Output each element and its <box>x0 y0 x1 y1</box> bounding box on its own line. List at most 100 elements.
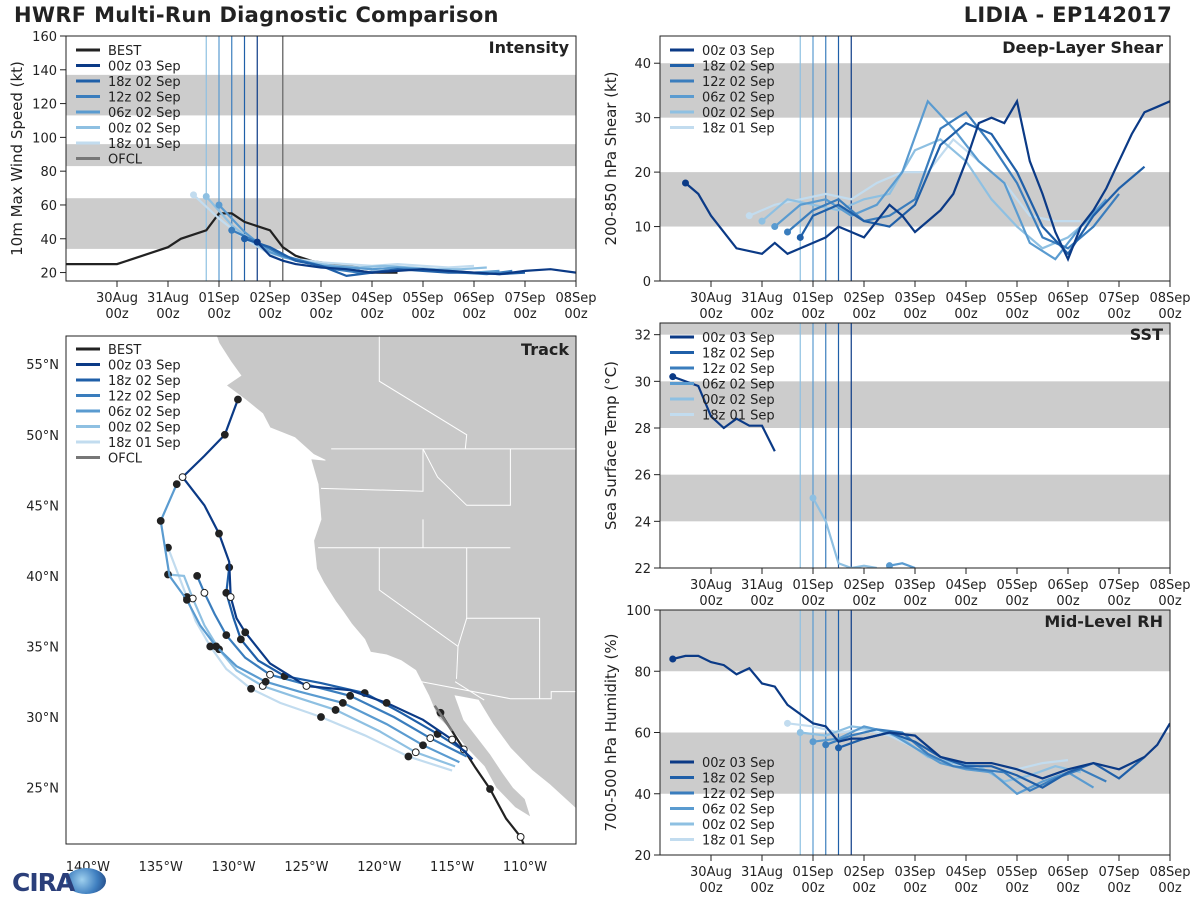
panel-sst: 22242628303230Aug00z31Aug00z01Sep00z02Se… <box>602 322 1191 609</box>
ofcl-track-line <box>433 704 454 732</box>
series-start-point <box>784 719 791 727</box>
cira-logo: CIRA <box>6 868 106 897</box>
x-tick-hour-label: 00z <box>105 307 129 322</box>
shading-band <box>660 610 1170 672</box>
track-point <box>261 677 270 686</box>
x-tick-hour-label: 00z <box>954 594 978 609</box>
x-tick-label: 30Aug <box>96 291 138 306</box>
x-tick-hour-label: 00z <box>207 307 231 322</box>
y-tick-label: 40 <box>634 788 651 803</box>
y-axis-label: 200-850 hPa Shear (kt) <box>602 72 620 246</box>
plot-area <box>660 36 1170 281</box>
shading-band <box>66 144 576 167</box>
y-tick-label: 24 <box>634 515 651 530</box>
legend-label: 12z 02 Sep <box>702 75 775 90</box>
x-tick-label: 01Sep <box>792 291 833 306</box>
track-point <box>172 480 181 489</box>
lat-tick-label: 35°N <box>26 640 59 655</box>
series-start-point <box>253 238 261 246</box>
track-point <box>178 473 187 482</box>
x-tick-hour-label: 00z <box>411 307 435 322</box>
x-tick-hour-label: 00z <box>699 307 723 322</box>
track-point <box>212 642 220 651</box>
track-point <box>226 593 235 601</box>
y-axis-label: 10m Max Wind Speed (kt) <box>8 61 26 256</box>
x-tick-label: 03Sep <box>894 578 935 593</box>
x-tick-label: 06Sep <box>1047 291 1088 306</box>
track-point <box>486 785 494 793</box>
y-tick-label: 100 <box>626 604 651 619</box>
series-start-point <box>809 738 817 746</box>
panel-title: SST <box>1130 325 1163 344</box>
shading-band <box>660 474 1170 522</box>
map-area <box>66 336 576 844</box>
legend-label: 12z 02 Sep <box>108 91 181 106</box>
x-tick-label: 05Sep <box>996 578 1037 593</box>
x-tick-label: 02Sep <box>843 865 884 880</box>
x-tick-label: 07Sep <box>1098 865 1139 880</box>
legend-label: 00z 02 Sep <box>702 818 775 833</box>
border-line <box>422 448 511 506</box>
x-tick-hour-label: 00z <box>258 307 282 322</box>
legend-label: 12z 02 Sep <box>108 390 181 405</box>
plot-area <box>66 36 576 281</box>
track-point <box>222 631 231 640</box>
legend-label: 18z 02 Sep <box>108 374 181 389</box>
track-point <box>183 595 191 604</box>
lon-tick-label: 125°W <box>284 860 328 875</box>
y-tick-label: 80 <box>40 165 57 180</box>
x-tick-hour-label: 00z <box>801 881 825 896</box>
y-tick-label: 10 <box>634 221 651 236</box>
x-tick-label: 02Sep <box>843 578 884 593</box>
series-start-point <box>228 226 236 234</box>
x-tick-hour-label: 00z <box>699 881 723 896</box>
y-axis-label: Sea Surface Temp (°C) <box>602 361 620 530</box>
panel-title: Mid-Level RH <box>1044 612 1163 631</box>
y-tick-label: 160 <box>32 30 57 45</box>
x-tick-hour-label: 00z <box>750 594 774 609</box>
x-tick-label: 04Sep <box>945 291 986 306</box>
lat-tick-label: 50°N <box>26 429 59 444</box>
y-tick-label: 22 <box>634 562 651 577</box>
legend-label: OFCL <box>108 153 143 168</box>
x-tick-hour-label: 00z <box>1158 307 1182 322</box>
panel-intensity: 2040608010012014016030Aug00z31Aug00z01Se… <box>8 30 597 322</box>
logo-text: CIRA <box>12 868 75 897</box>
x-tick-label: 06Sep <box>453 291 494 306</box>
panel-title: Track <box>521 340 569 359</box>
x-tick-hour-label: 00z <box>903 594 927 609</box>
y-tick-label: 60 <box>40 199 57 214</box>
series-start-point <box>241 235 248 243</box>
series-line <box>812 497 877 568</box>
legend-label: 18z 01 Sep <box>702 122 775 137</box>
legend-label: 18z 02 Sep <box>108 75 181 90</box>
y-tick-label: 40 <box>40 233 57 248</box>
legend-label: 18z 02 Sep <box>702 772 775 787</box>
series-line <box>761 138 1095 250</box>
y-tick-label: 30 <box>634 112 651 127</box>
legend-label: 00z 02 Sep <box>108 421 181 436</box>
x-tick-label: 04Sep <box>945 865 986 880</box>
legend-label: 18z 01 Sep <box>702 409 775 424</box>
series-start-point <box>669 655 677 663</box>
legend-label: 12z 02 Sep <box>702 362 775 377</box>
legend-label: 00z 02 Sep <box>702 393 775 408</box>
x-tick-hour-label: 00z <box>360 307 384 322</box>
track-point <box>404 752 413 761</box>
lon-tick-label: 115°W <box>430 860 474 875</box>
y-tick-label: 26 <box>634 469 651 484</box>
x-tick-hour-label: 00z <box>750 307 774 322</box>
x-tick-label: 31Aug <box>147 291 189 306</box>
x-tick-label: 08Sep <box>1149 291 1190 306</box>
series-line <box>684 98 1170 262</box>
shading-band <box>660 323 1170 335</box>
series-line <box>889 562 916 568</box>
x-tick-hour-label: 00z <box>852 594 876 609</box>
y-tick-label: 20 <box>634 166 651 181</box>
series-start-point <box>835 744 842 752</box>
legend-label: 18z 01 Sep <box>702 834 775 849</box>
series-start-point <box>215 201 223 209</box>
